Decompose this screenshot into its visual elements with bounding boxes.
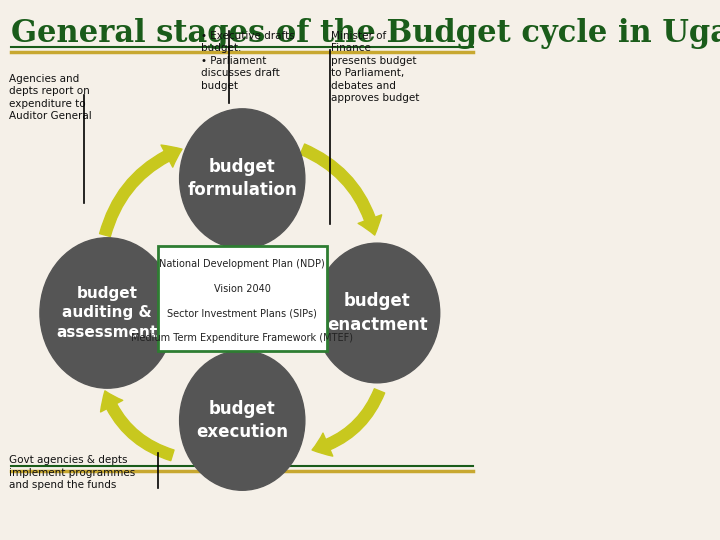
Text: • Executive drafts
budget.
• Parliament
discusses draft
budget: • Executive drafts budget. • Parliament … xyxy=(202,31,295,91)
Text: budget
formulation: budget formulation xyxy=(187,158,297,199)
Text: Medium Term Expenditure Framework (MTEF): Medium Term Expenditure Framework (MTEF) xyxy=(131,333,354,343)
FancyArrowPatch shape xyxy=(312,389,384,456)
Text: National Development Plan (NDP): National Development Plan (NDP) xyxy=(159,259,325,269)
Circle shape xyxy=(179,350,305,490)
Circle shape xyxy=(315,243,440,383)
Text: General stages of the Budget cycle in Uganda: General stages of the Budget cycle in Ug… xyxy=(11,17,720,49)
Circle shape xyxy=(179,109,305,248)
Text: budget
enactment: budget enactment xyxy=(327,292,428,334)
FancyBboxPatch shape xyxy=(158,246,327,350)
Text: Govt agencies & depts
implement programmes
and spend the funds: Govt agencies & depts implement programm… xyxy=(9,455,135,490)
FancyArrowPatch shape xyxy=(101,391,174,461)
Text: Minister of
Finance
presents budget
to Parliament,
debates and
approves budget: Minister of Finance presents budget to P… xyxy=(331,31,420,103)
Text: Agencies and
depts report on
expenditure to
Auditor General: Agencies and depts report on expenditure… xyxy=(9,74,91,121)
Text: Sector Investment Plans (SIPs): Sector Investment Plans (SIPs) xyxy=(167,308,318,319)
Circle shape xyxy=(40,238,175,388)
Text: budget
auditing &
assessment: budget auditing & assessment xyxy=(57,286,158,340)
FancyArrowPatch shape xyxy=(300,144,382,235)
Text: Vision 2040: Vision 2040 xyxy=(214,284,271,294)
FancyArrowPatch shape xyxy=(99,145,182,237)
Text: budget
execution: budget execution xyxy=(197,400,288,441)
